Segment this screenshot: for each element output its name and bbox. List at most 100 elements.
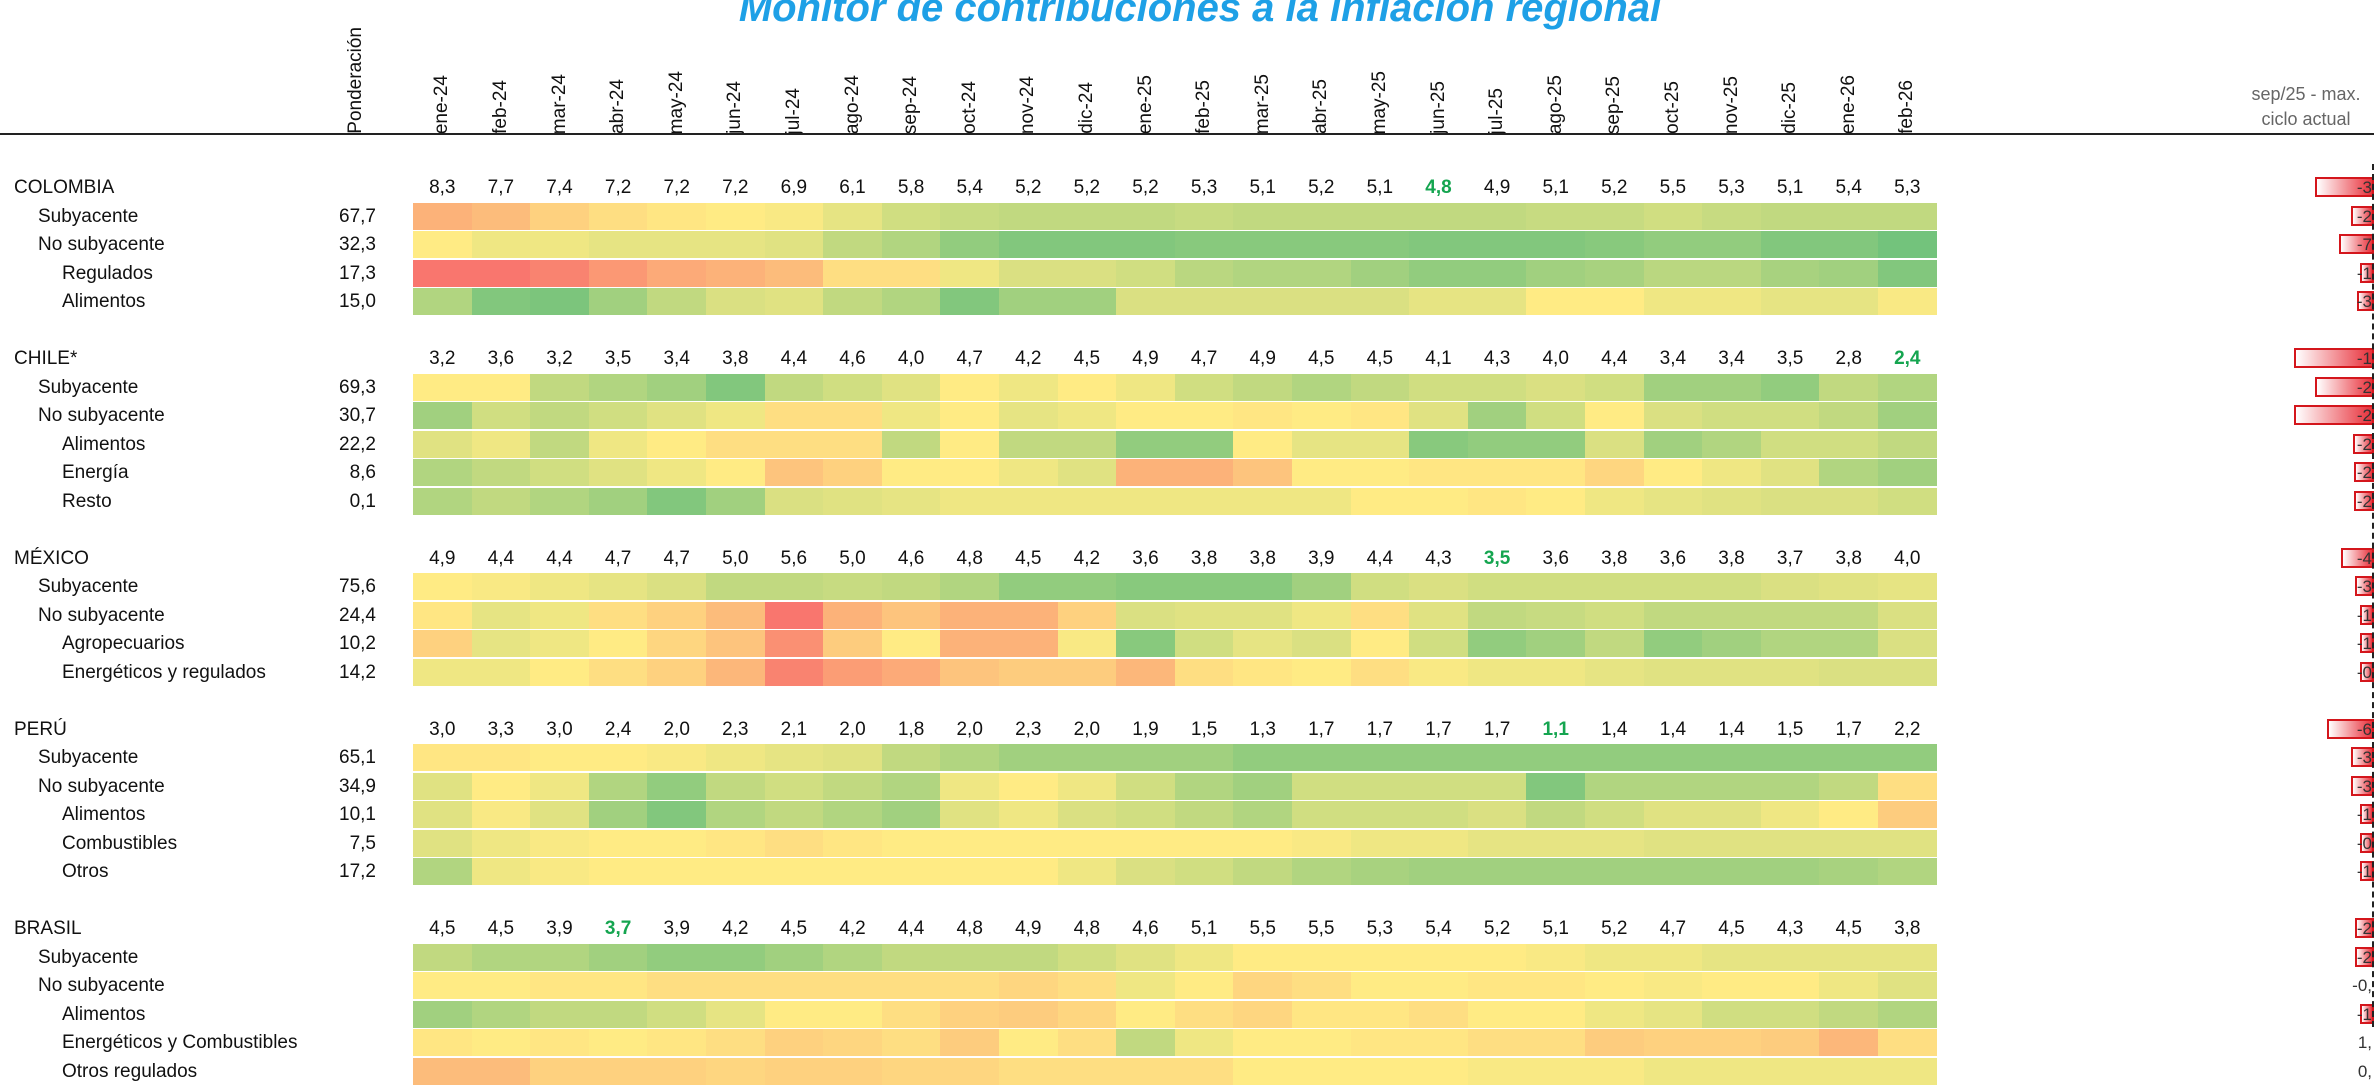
heatmap-cell <box>647 602 706 629</box>
heatmap-cell <box>1116 744 1175 771</box>
heatmap-cell <box>1819 1001 1878 1028</box>
month-header: sep-25 <box>1604 76 1623 134</box>
heatmap-cell <box>882 858 941 885</box>
heatmap-cell <box>1819 459 1878 486</box>
heatmap-cell <box>706 602 765 629</box>
heatmap-cell <box>1409 602 1468 629</box>
heatmap-cell <box>999 260 1058 287</box>
heatmap-cell <box>647 801 706 828</box>
heatmap-cell <box>413 374 472 401</box>
heatmap-cell <box>647 830 706 857</box>
heatmap-cell <box>1585 1029 1644 1056</box>
heatmap-cell <box>882 1029 941 1056</box>
heatmap-cell <box>589 459 648 486</box>
month-header: oct-25 <box>1663 81 1682 134</box>
heatmap-cell <box>940 374 999 401</box>
heatmap-cell <box>1409 431 1468 458</box>
heatmap-cell <box>706 858 765 885</box>
heatmap-cell <box>589 431 648 458</box>
heatmap-cell <box>1702 659 1761 686</box>
heatmap-cell <box>589 944 648 971</box>
heatmap-cell <box>1644 1058 1703 1085</box>
heatmap-cell <box>765 288 824 315</box>
heatmap-cell <box>1409 488 1468 515</box>
heatmap-cell <box>1702 1058 1761 1085</box>
heatmap-cell <box>999 830 1058 857</box>
bar-label: -3 <box>2357 573 2372 600</box>
bar-label: 0, <box>2358 1058 2372 1085</box>
heatmap-cell <box>1702 260 1761 287</box>
country-label: MÉXICO <box>14 545 89 572</box>
heatmap-cell <box>1233 573 1292 600</box>
heatmap-cell <box>1292 773 1351 800</box>
heatmap-cell <box>413 231 472 258</box>
heatmap-cell <box>1468 288 1527 315</box>
heatmap-cell <box>472 203 531 230</box>
heatmap-cell <box>1058 773 1117 800</box>
heatmap-cell <box>1058 488 1117 515</box>
heatmap-cell <box>999 602 1058 629</box>
heatmap-cell <box>882 260 941 287</box>
heatmap-cell <box>647 288 706 315</box>
heatmap-cell <box>1175 203 1234 230</box>
country-label: BRASIL <box>14 915 82 942</box>
heatmap-cell <box>472 488 531 515</box>
heatmap-cell <box>1878 203 1937 230</box>
heatmap-cell <box>1233 1058 1292 1085</box>
heatmap-cell <box>1116 231 1175 258</box>
weight-value <box>318 972 376 999</box>
weight-value: 10,1 <box>318 801 376 828</box>
heatmap-cell <box>530 231 589 258</box>
heatmap-cell <box>1058 459 1117 486</box>
heatmap-cell <box>765 630 824 657</box>
heatmap-cell <box>530 1029 589 1056</box>
component-label: Subyacente <box>38 203 138 230</box>
heatmap-cell <box>1585 1001 1644 1028</box>
heatmap-cell <box>1116 801 1175 828</box>
month-header: feb-26 <box>1897 80 1916 134</box>
heatmap-cell <box>1526 944 1585 971</box>
heatmap-cell <box>1585 944 1644 971</box>
component-label: No subyacente <box>38 402 165 429</box>
heatmap-cell <box>706 1029 765 1056</box>
heatmap-cell <box>765 459 824 486</box>
bar-label: -1 <box>2357 630 2372 657</box>
heatmap-cell <box>1351 203 1410 230</box>
weight-value: 14,2 <box>318 659 376 686</box>
heatmap-cell <box>1116 602 1175 629</box>
component-label: Alimentos <box>62 1001 145 1028</box>
heatmap-cell <box>823 374 882 401</box>
heatmap-cell <box>823 459 882 486</box>
heatmap-cell <box>1233 459 1292 486</box>
heatmap-cell <box>1058 801 1117 828</box>
heatmap-cell <box>882 659 941 686</box>
heatmap-cell <box>765 573 824 600</box>
heatmap-cell <box>765 488 824 515</box>
heatmap-cell <box>1116 203 1175 230</box>
heatmap-cell <box>999 1029 1058 1056</box>
heatmap-cell <box>999 203 1058 230</box>
heatmap-cell <box>1644 972 1703 999</box>
bar-cell: -6 <box>2240 716 2374 743</box>
heatmap-cell <box>1409 1029 1468 1056</box>
heatmap-cell <box>413 944 472 971</box>
heatmap-cell <box>1878 431 1937 458</box>
heatmap-cell <box>1233 602 1292 629</box>
heatmap-cell <box>823 744 882 771</box>
heatmap-cell <box>1233 972 1292 999</box>
heatmap-cell <box>1116 459 1175 486</box>
heatmap-cell <box>940 231 999 258</box>
heatmap-cell <box>1761 203 1820 230</box>
heatmap-cell <box>882 203 941 230</box>
heatmap-cell <box>647 203 706 230</box>
weight-value: 22,2 <box>318 431 376 458</box>
heatmap-cell <box>530 630 589 657</box>
heatmap-cell <box>999 630 1058 657</box>
heatmap-cell <box>647 402 706 429</box>
heatmap-cell <box>1702 944 1761 971</box>
heatmap-cell <box>1761 801 1820 828</box>
heatmap-cell <box>1878 1029 1937 1056</box>
heatmap-cell <box>1702 972 1761 999</box>
heatmap-cell <box>647 744 706 771</box>
heatmap-cell <box>1175 602 1234 629</box>
